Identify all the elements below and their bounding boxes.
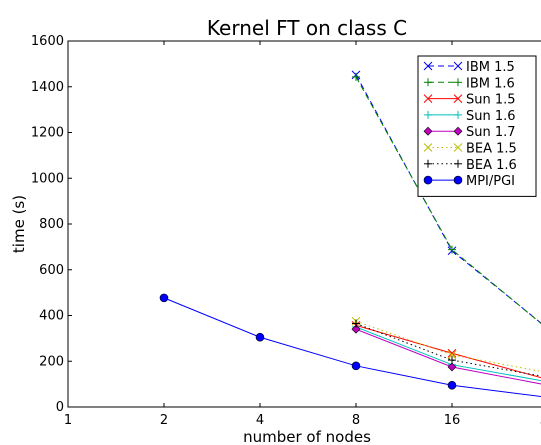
data-point-bea-1-5 bbox=[447, 350, 457, 360]
x-tick-label: 2 bbox=[160, 413, 168, 428]
legend-label: BEA 1.6 bbox=[466, 158, 517, 173]
legend-label: IBM 1.5 bbox=[466, 60, 515, 75]
legend-marker bbox=[454, 110, 462, 119]
x-tick-label: 4 bbox=[256, 413, 264, 428]
legend-entry-sun-1-6: Sun 1.6 bbox=[424, 109, 516, 124]
legend-marker bbox=[423, 126, 433, 136]
legend-marker bbox=[423, 175, 433, 185]
legend-label: Sun 1.5 bbox=[466, 93, 516, 108]
legend-marker bbox=[424, 110, 432, 119]
series-mpi-pgi bbox=[159, 293, 541, 398]
data-point-bea-1-6 bbox=[352, 319, 360, 328]
data-point-ibm-1-6 bbox=[448, 245, 456, 254]
legend-label: IBM 1.6 bbox=[466, 76, 515, 91]
legend-marker bbox=[453, 126, 463, 136]
y-tick-label: 800 bbox=[39, 217, 64, 232]
legend-entry-sun-1-7: Sun 1.7 bbox=[423, 125, 516, 140]
legend-marker bbox=[423, 61, 433, 71]
series-ibm-1-6 bbox=[352, 72, 541, 325]
x-tick-label: 1 bbox=[64, 413, 72, 428]
legend-marker bbox=[423, 94, 433, 103]
legend-entry-ibm-1-6: IBM 1.6 bbox=[424, 76, 515, 91]
legend-entry-mpi-pgi: MPI/PGI bbox=[423, 174, 515, 189]
legend-label: MPI/PGI bbox=[466, 174, 515, 189]
legend-box bbox=[417, 55, 537, 197]
data-point-mpi-pgi bbox=[351, 361, 361, 371]
x-tick-label: 8 bbox=[352, 413, 360, 428]
axes: 0 200 400 600 800 1000 1200 1400 1600 1 2 4 8 16 32 bbox=[31, 34, 541, 428]
legend-label: Sun 1.6 bbox=[466, 109, 516, 124]
legend-marker bbox=[454, 78, 462, 87]
x-tick-label: 16 bbox=[444, 413, 461, 428]
legend-label: Sun 1.7 bbox=[466, 125, 516, 140]
data-point-sun-1-7 bbox=[351, 324, 361, 334]
y-tick-label: 600 bbox=[39, 263, 64, 278]
y-tick-label: 1000 bbox=[31, 171, 64, 186]
data-point-mpi-pgi bbox=[159, 293, 169, 303]
data-point-bea-1-6 bbox=[448, 356, 456, 365]
series-bea-1-6 bbox=[352, 319, 541, 377]
y-tick-label: 400 bbox=[39, 309, 64, 324]
y-axis-title: time (s) bbox=[10, 195, 28, 253]
x-tick-label: 32 bbox=[540, 413, 541, 428]
data-point-sun-1-5 bbox=[447, 348, 457, 358]
legend-entry-bea-1-6: BEA 1.6 bbox=[424, 158, 517, 173]
chart-title: Kernel FT on class C bbox=[207, 16, 407, 40]
x-axis-title: number of nodes bbox=[243, 428, 371, 445]
legend-marker bbox=[424, 159, 432, 168]
series-line-bea-1-6 bbox=[355, 323, 541, 377]
y-tick-label: 1400 bbox=[31, 80, 64, 95]
y-tick-label: 1200 bbox=[31, 126, 64, 141]
legend-entry-bea-1-5: BEA 1.5 bbox=[423, 142, 517, 157]
legend-label: BEA 1.5 bbox=[466, 142, 517, 157]
legend-entry-sun-1-5: Sun 1.5 bbox=[423, 93, 516, 108]
data-point-sun-1-7 bbox=[447, 362, 457, 372]
y-tick-label: 1600 bbox=[31, 34, 64, 49]
legend-marker bbox=[453, 94, 463, 103]
data-point-ibm-1-6 bbox=[352, 72, 360, 81]
series-line-bea-1-5 bbox=[355, 320, 541, 372]
series-sun-1-7 bbox=[351, 324, 541, 385]
y-tick-label: 0 bbox=[56, 400, 64, 415]
legend-marker bbox=[453, 175, 463, 185]
plot-area bbox=[159, 70, 541, 398]
legend-marker bbox=[453, 61, 463, 71]
y-tick-label: 200 bbox=[39, 354, 64, 369]
series-line-ibm-1-6 bbox=[355, 76, 541, 325]
data-point-mpi-pgi bbox=[255, 332, 265, 342]
legend-marker bbox=[453, 143, 463, 152]
legend-marker bbox=[423, 143, 433, 152]
legend-marker bbox=[454, 159, 462, 168]
legend-entry-ibm-1-5: IBM 1.5 bbox=[423, 60, 515, 75]
data-point-mpi-pgi bbox=[447, 380, 457, 390]
legend-marker bbox=[424, 78, 432, 87]
